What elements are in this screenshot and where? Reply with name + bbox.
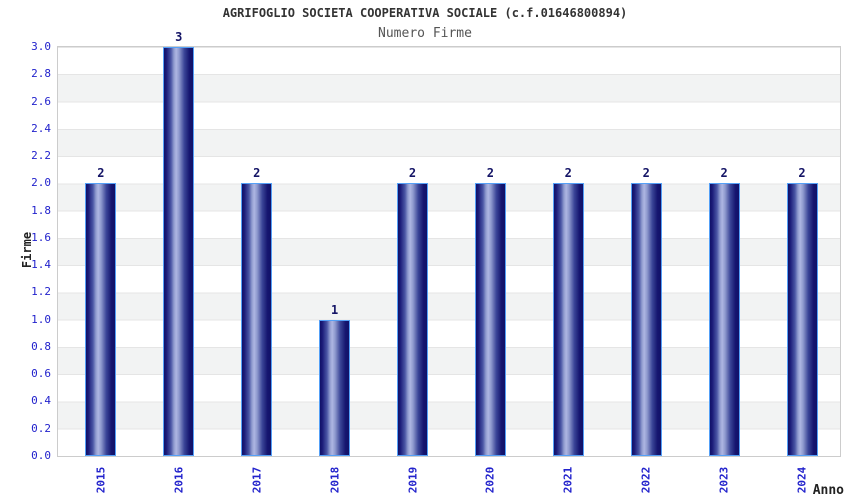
bar-value-label: 1 — [330, 303, 339, 317]
bar-value-label: 2 — [97, 166, 105, 180]
bar-2022 — [630, 183, 662, 456]
bar-value-label: 3 — [175, 30, 183, 44]
bar-2018 — [319, 320, 351, 456]
bar-value-label: 2 — [408, 166, 417, 180]
bar-value-label: 2 — [798, 166, 806, 180]
x-tick-label: 2017 — [250, 466, 264, 494]
bar-2017 — [241, 183, 273, 456]
bar-2015 — [85, 183, 117, 456]
y-tick-label: 2.4 — [31, 121, 51, 135]
bar-value-label: 2 — [486, 166, 494, 180]
y-tick-label: 0.2 — [31, 421, 51, 435]
y-tick-label: 2.2 — [31, 149, 51, 163]
y-tick-label: 0.0 — [31, 449, 51, 462]
y-tick-label: 1.2 — [31, 285, 51, 299]
bar-2016 — [163, 47, 195, 456]
x-tick-label: 2018 — [328, 466, 342, 494]
bar-value-label: 2 — [253, 166, 261, 180]
y-tick-label: 1.0 — [31, 312, 51, 326]
y-tick-label: 0.6 — [31, 367, 51, 381]
x-tick-label: 2021 — [561, 466, 575, 494]
x-tick-label: 2022 — [639, 466, 653, 494]
y-tick-label: 2.0 — [31, 176, 51, 190]
chart-title: AGRIFOGLIO SOCIETA COOPERATIVA SOCIALE (… — [222, 6, 628, 20]
y-tick-label: 1.8 — [31, 203, 51, 217]
x-tick-label: 2023 — [717, 466, 731, 494]
x-tick-label: 2016 — [172, 466, 186, 494]
bar-2024 — [786, 183, 818, 456]
y-tick-label: 1.6 — [31, 230, 51, 244]
x-tick-label: 2015 — [94, 466, 108, 494]
bar-2020 — [474, 183, 506, 456]
chart-subtitle: Numero Firme — [378, 26, 472, 41]
bar-2019 — [397, 183, 428, 456]
bar-value-label: 2 — [642, 166, 650, 180]
y-tick-label: 0.4 — [31, 394, 51, 408]
x-tick-label: 2020 — [483, 466, 497, 494]
y-tick-label: 2.8 — [31, 67, 51, 81]
x-tick-label: 2024 — [795, 466, 809, 494]
bar-2023 — [708, 183, 740, 456]
bar-value-label: 2 — [564, 166, 572, 180]
y-tick-label: 3.0 — [31, 40, 51, 53]
y-tick-label: 2.6 — [31, 94, 51, 108]
bar-value-label: 2 — [720, 166, 728, 180]
plot-area: 2 3 2 1 2 2 2 2 2 2 — [57, 30, 841, 457]
x-axis-label: Anno — [812, 483, 844, 498]
y-tick-label: 1.4 — [31, 258, 51, 272]
bar-2021 — [552, 183, 584, 456]
y-tick-label: 0.8 — [31, 339, 51, 353]
x-tick-label: 2019 — [406, 466, 419, 494]
